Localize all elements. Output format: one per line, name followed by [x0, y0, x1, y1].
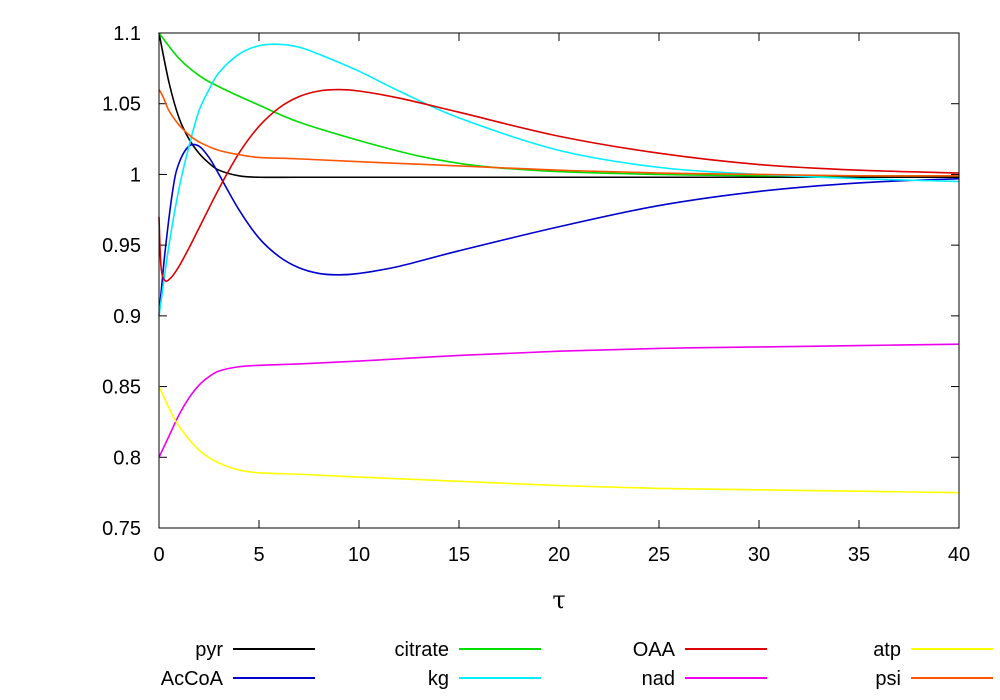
legend: pyr AcCoA citrate kg OAA nad atp psi: [161, 639, 993, 690]
series-lines: [158, 32, 960, 494]
legend-label-citrate: citrate: [395, 639, 449, 661]
series-line-kg: [158, 43, 960, 316]
series-line-pyr: [158, 32, 959, 179]
x-tick-label: 5: [253, 544, 264, 566]
series-line-citrate: [158, 32, 959, 177]
x-tick-label: 30: [748, 544, 770, 566]
legend-label-psi: psi: [875, 668, 901, 690]
legend-label-nad: nad: [642, 668, 675, 690]
y-tick-label: 0.9: [113, 306, 141, 328]
x-tick-label: 35: [848, 544, 870, 566]
x-tick-label: 25: [648, 544, 670, 566]
x-tick-label: 40: [948, 544, 970, 566]
legend-label-pyr: pyr: [195, 639, 223, 661]
x-tick-label: 10: [348, 544, 370, 566]
y-tick-label: 0.8: [113, 447, 141, 469]
x-tick-label: 20: [548, 544, 570, 566]
x-tick-label: 15: [448, 544, 470, 566]
series-line-nad: [158, 343, 960, 458]
y-tick-label: 0.75: [102, 518, 141, 540]
legend-label-atp: atp: [873, 639, 901, 661]
legend-label-oaa: OAA: [633, 639, 676, 661]
y-tick-label: 1.1: [113, 23, 141, 45]
series-line-atp: [158, 386, 960, 494]
series-line-psi: [158, 89, 960, 177]
plot-frame: [158, 32, 960, 529]
y-tick-label: 1.05: [102, 94, 141, 116]
x-tick-label: 0: [153, 544, 164, 566]
tick-labels: 0 5 10 15 20 25 30 35 40 0.75 0.8 0.85 0.9 0.95 1 1.05 1…: [102, 23, 970, 566]
y-tick-label: 1: [130, 164, 141, 186]
series-line-oaa: [158, 88, 960, 282]
series-line-accoa: [158, 143, 960, 316]
y-tick-label: 0.95: [102, 235, 141, 257]
legend-label-kg: kg: [428, 668, 449, 690]
y-tick-label: 0.85: [102, 377, 141, 399]
x-axis-label: τ: [552, 586, 565, 614]
legend-label-accoa: AcCoA: [161, 668, 224, 690]
